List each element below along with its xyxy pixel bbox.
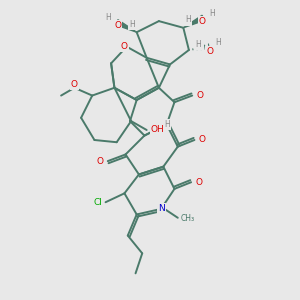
Text: H: H bbox=[185, 16, 191, 25]
Text: CH₃: CH₃ bbox=[181, 214, 195, 224]
Text: H: H bbox=[164, 120, 169, 129]
Polygon shape bbox=[183, 15, 205, 28]
Text: Cl: Cl bbox=[93, 198, 102, 207]
Text: O: O bbox=[121, 42, 128, 51]
Text: O: O bbox=[196, 91, 203, 100]
Text: O: O bbox=[114, 21, 121, 30]
Text: H: H bbox=[209, 9, 215, 18]
Text: N: N bbox=[158, 204, 164, 213]
Text: O: O bbox=[97, 157, 104, 166]
Text: H: H bbox=[215, 38, 221, 47]
Text: H: H bbox=[105, 13, 111, 22]
Text: O: O bbox=[206, 46, 214, 56]
Text: O: O bbox=[199, 136, 206, 145]
Text: O: O bbox=[71, 80, 78, 89]
Text: O: O bbox=[199, 16, 206, 26]
Text: O: O bbox=[195, 178, 203, 187]
Polygon shape bbox=[116, 20, 137, 32]
Text: OH: OH bbox=[151, 125, 165, 134]
Text: H: H bbox=[129, 20, 135, 29]
Text: H: H bbox=[195, 40, 201, 49]
